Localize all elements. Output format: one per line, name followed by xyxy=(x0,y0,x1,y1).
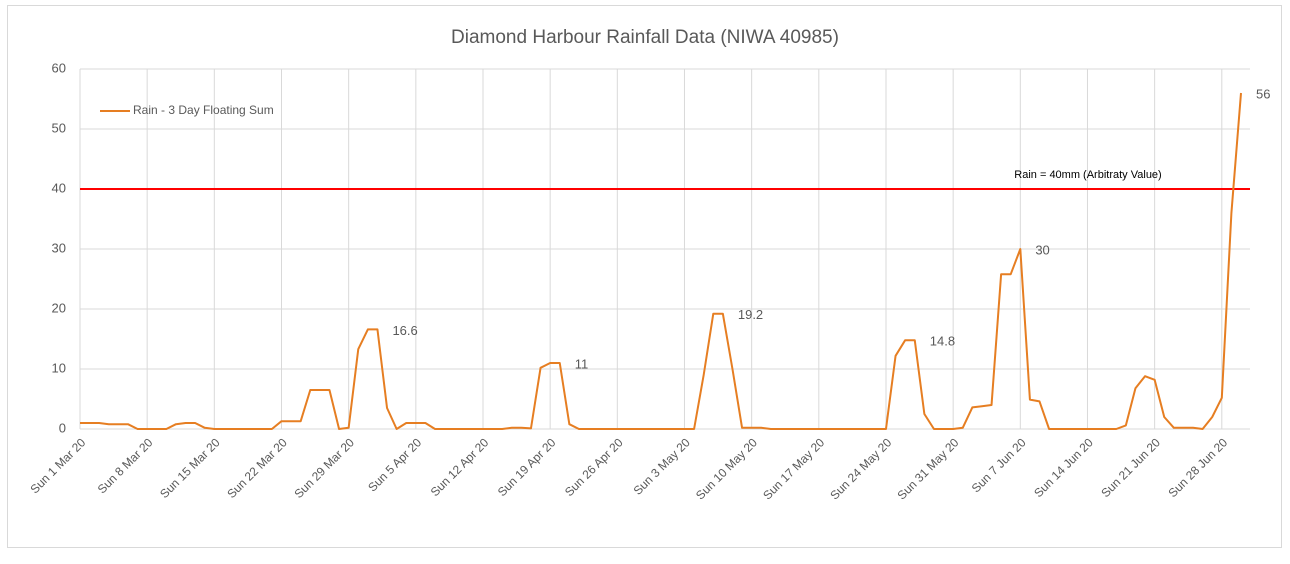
data-label: 56 xyxy=(1256,86,1270,101)
y-tick-label: 10 xyxy=(52,360,66,375)
y-tick-label: 40 xyxy=(52,180,66,195)
y-tick-label: 50 xyxy=(52,120,66,135)
data-label: 30 xyxy=(1035,242,1049,257)
data-label: 14.8 xyxy=(930,334,955,349)
series-line xyxy=(80,92,1242,430)
reference-label: Rain = 40mm (Arbitraty Value) xyxy=(1014,169,1161,181)
data-label: 16.6 xyxy=(392,323,417,338)
chart-frame xyxy=(7,5,1282,548)
y-tick-label: 20 xyxy=(52,300,66,315)
y-tick-label: 60 xyxy=(52,60,66,75)
data-label: 19.2 xyxy=(738,307,763,322)
data-label: 11 xyxy=(575,356,589,371)
chart-title: Diamond Harbour Rainfall Data (NIWA 4098… xyxy=(451,27,839,48)
y-tick-label: 0 xyxy=(59,420,66,435)
y-tick-label: 30 xyxy=(52,240,66,255)
legend-label: Rain - 3 Day Floating Sum xyxy=(133,103,274,117)
